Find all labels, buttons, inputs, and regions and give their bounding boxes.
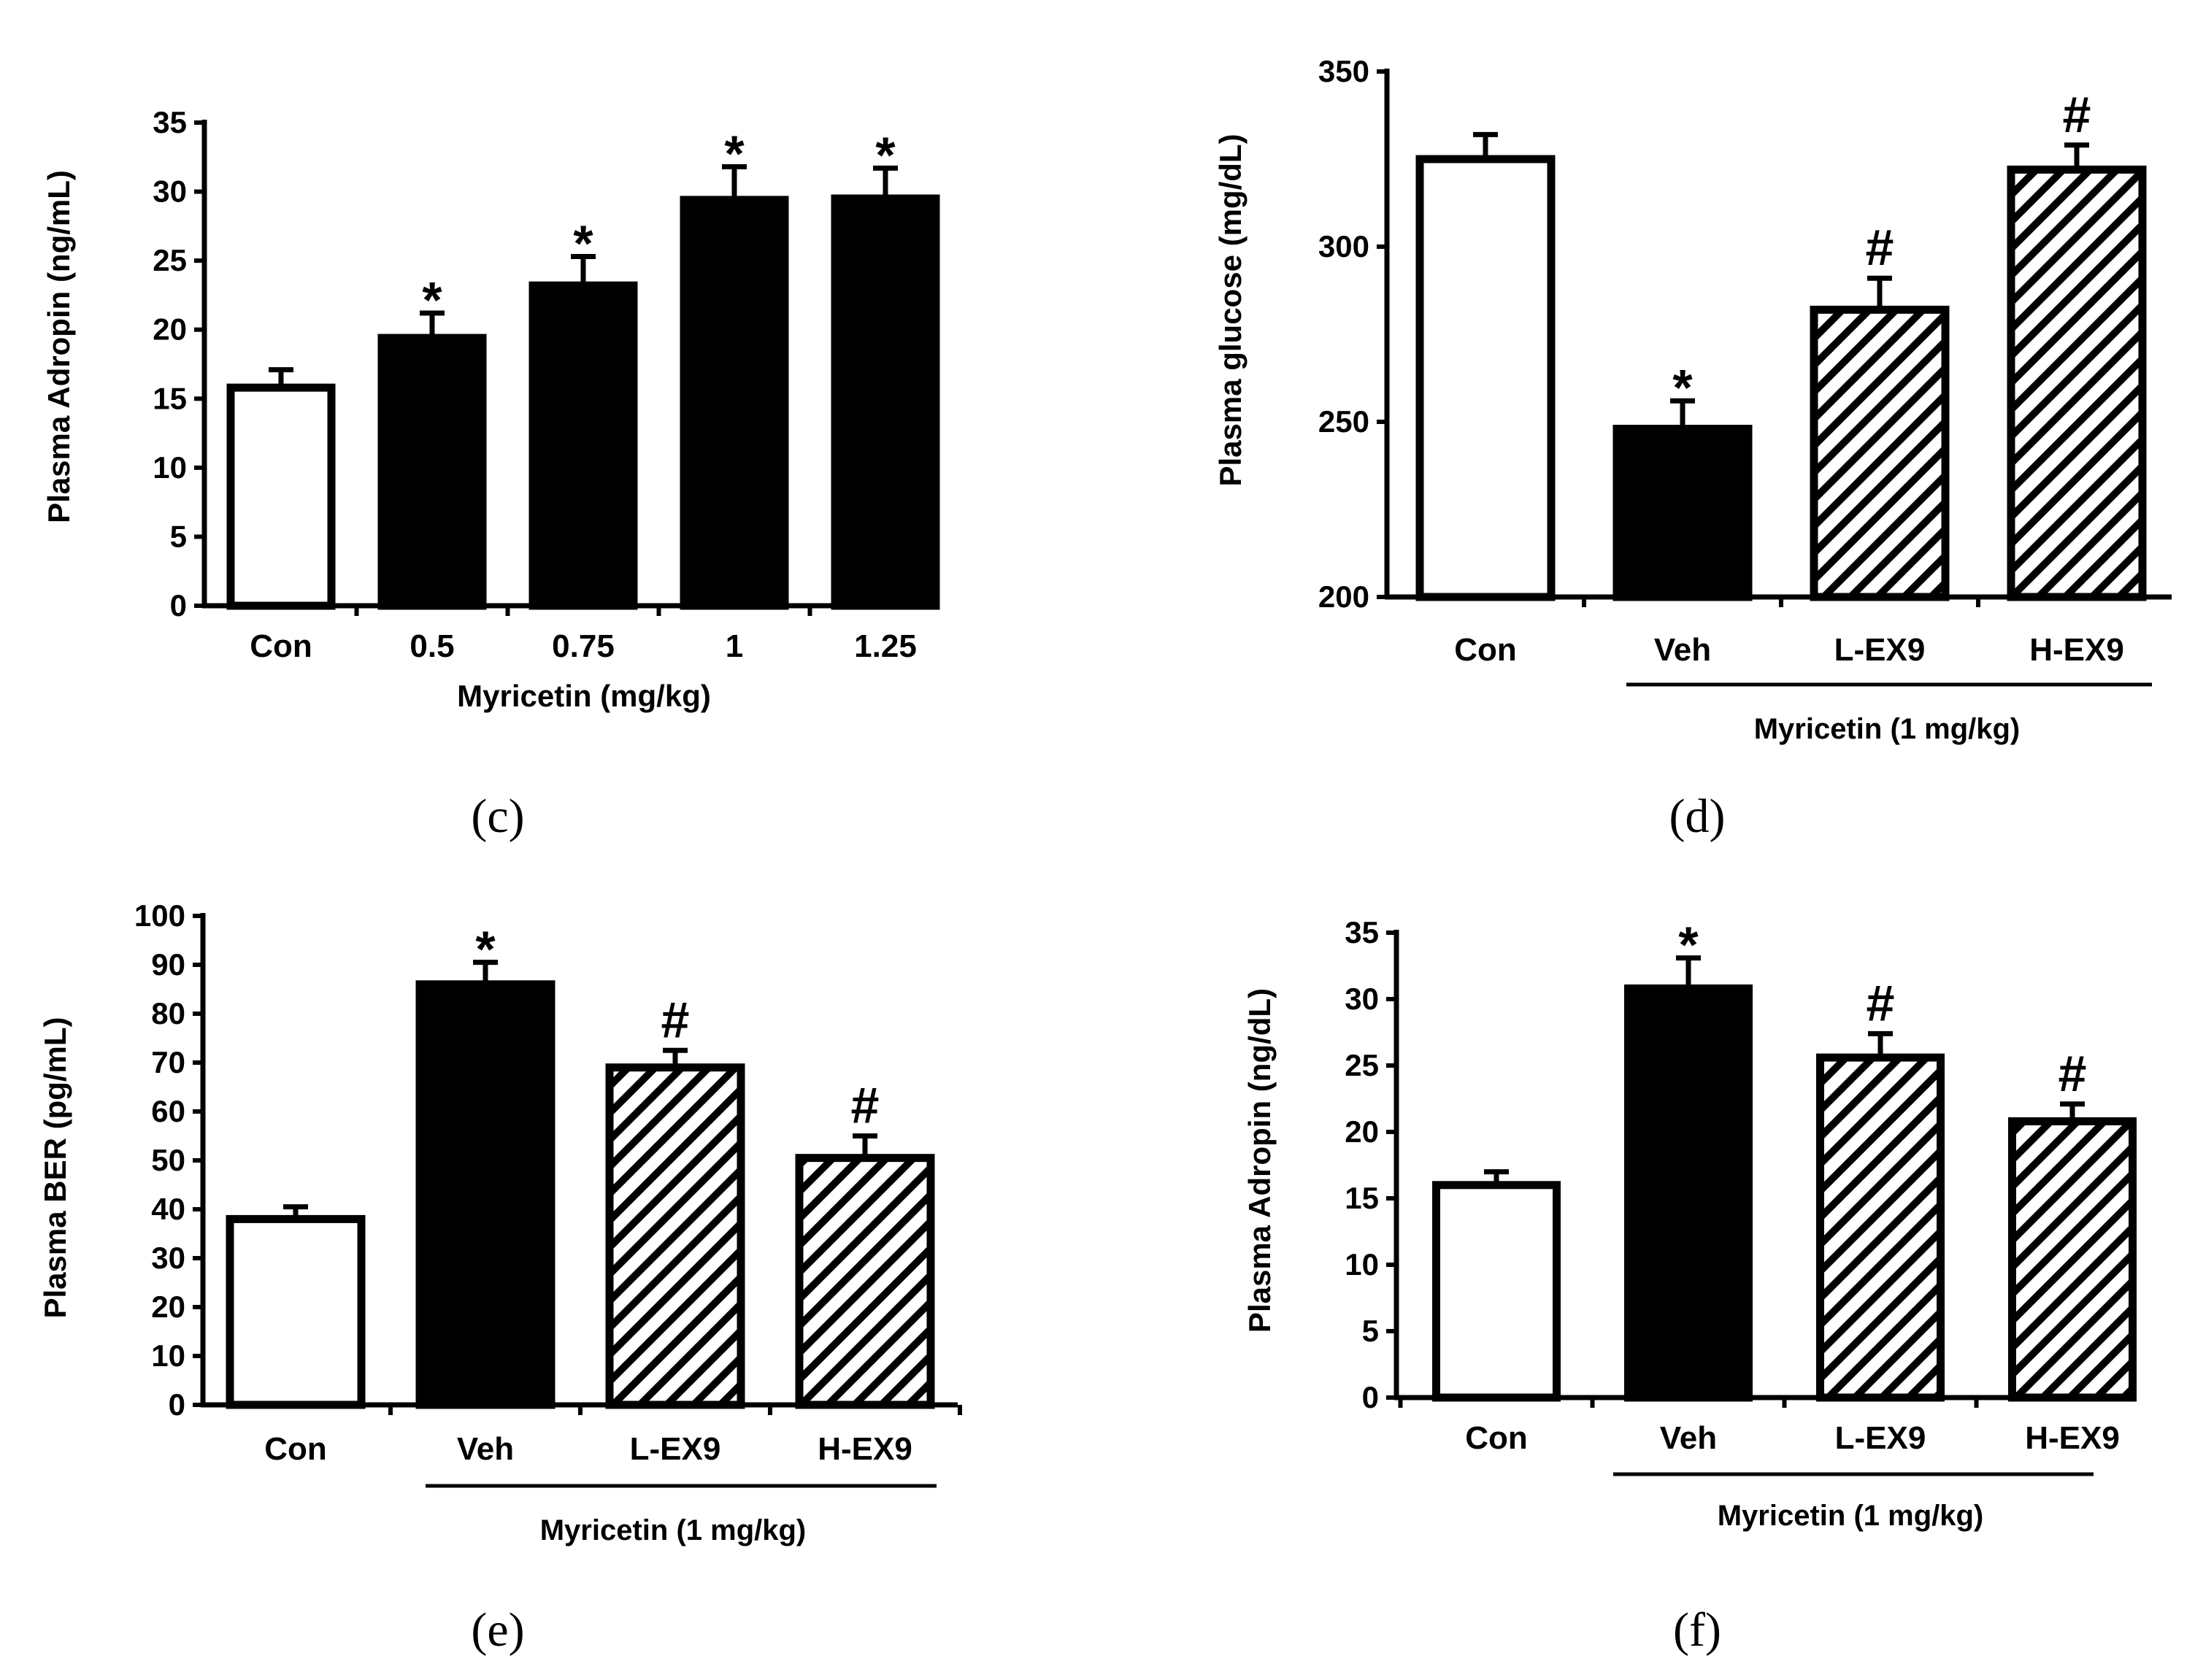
- panel-d-category-label: H-EX9: [2029, 632, 2124, 668]
- panel-f-category-label: H-EX9: [2025, 1420, 2120, 1456]
- panel-d-y-tick-label: 300: [1318, 229, 1369, 263]
- panel-e-category-label: L-EX9: [630, 1431, 721, 1467]
- panel-c-category-label: 0.75: [552, 628, 615, 664]
- panel-e-group-label: Myricetin (1 mg/kg): [540, 1514, 807, 1546]
- panel-d-y-tick-label: 250: [1318, 404, 1369, 439]
- panel-e-category-label: Veh: [457, 1431, 514, 1467]
- panel-c-bar-1: [680, 196, 789, 610]
- panel-f-category-label: Veh: [1660, 1420, 1717, 1456]
- panel-e-bar-l-ex9: [605, 1063, 745, 1409]
- panel-c-y-axis-title: Plasma Adropin (ng/mL): [42, 170, 76, 523]
- panel-f-y-tick-label: 20: [1345, 1114, 1379, 1149]
- panel-c-y-tick-label: 20: [153, 312, 187, 347]
- panel-d: 200 250 300 350 Con Veh * L-EX9 # H-EX9 # Plasma g…: [1213, 54, 2172, 843]
- panel-c-category-label: Con: [250, 628, 312, 664]
- panel-e: 0 10 20 30 40 50 60 70 80 90 100 Con Veh * L-EX9 # H-EX9…: [38, 898, 962, 1657]
- panel-e-y-tick-label: 20: [151, 1290, 185, 1324]
- panel-d-y-tick-label: 200: [1318, 579, 1369, 614]
- panel-c-label: (c): [471, 790, 524, 843]
- panel-e-significance-mark: #: [851, 1077, 880, 1134]
- panel-e-significance-mark: *: [475, 921, 496, 978]
- panel-d-bar-veh: [1612, 425, 1753, 601]
- panel-f-y-tick-label: 30: [1345, 982, 1379, 1016]
- panel-e-significance-mark: #: [661, 991, 690, 1048]
- panel-f-significance-mark: #: [2058, 1045, 2087, 1102]
- panel-f-plot: 0 5 10 15 20 25 30 35 Con Veh * L-EX9 # H-EX9 #: [1345, 915, 2137, 1456]
- panel-e-plot: 0 10 20 30 40 50 60 70 80 90 100 Con Veh * L-EX9 # H-EX9…: [134, 898, 962, 1467]
- panel-d-group-label: Myricetin (1 mg/kg): [1754, 713, 2021, 745]
- panel-f-bar-h-ex9: [2008, 1117, 2137, 1402]
- panel-f-y-axis-title: Plasma Adropin (ng/dL): [1242, 988, 1277, 1333]
- panel-e-category-label: H-EX9: [818, 1431, 912, 1467]
- panel-c: 0 5 10 15 20 25 30 35 Con 0.5 * 0.75 * 1 * 1.25 * Plasma…: [42, 105, 940, 843]
- panel-f-group-label: Myricetin (1 mg/kg): [1718, 1500, 1984, 1532]
- panel-c-significance-mark: *: [724, 126, 745, 182]
- panel-f-category-label: L-EX9: [1835, 1420, 1926, 1456]
- panel-d-bar-con: [1415, 155, 1556, 601]
- panel-f-significance-mark: *: [1678, 917, 1699, 974]
- panel-c-category-label: 1: [726, 628, 743, 664]
- panel-f-label: (f): [1673, 1603, 1721, 1657]
- panel-e-y-axis-title: Plasma BER (pg/mL): [38, 1017, 72, 1318]
- panel-f-y-tick-label: 25: [1345, 1048, 1379, 1082]
- panel-d-significance-mark: #: [1866, 219, 1894, 276]
- panel-d-label: (d): [1669, 790, 1726, 843]
- panel-e-y-tick-label: 100: [134, 898, 185, 933]
- panel-c-bar-con: [226, 383, 336, 610]
- panel-c-y-tick-label: 10: [153, 450, 187, 485]
- panel-f-y-tick-label: 10: [1345, 1247, 1379, 1282]
- panel-c-y-tick-label: 35: [153, 105, 187, 139]
- panel-d-category-label: Veh: [1654, 632, 1711, 668]
- panel-c-bar-0-5: [377, 334, 487, 610]
- panel-c-y-tick-label: 15: [153, 381, 187, 415]
- panel-f-significance-mark: #: [1867, 974, 1895, 1031]
- panel-c-x-axis-title: Myricetin (mg/kg): [457, 679, 711, 713]
- panel-e-y-tick-label: 50: [151, 1143, 185, 1177]
- panel-e-bar-con: [226, 1214, 366, 1409]
- panel-c-bar-0-75: [528, 281, 638, 610]
- panel-e-bar-veh: [415, 980, 556, 1409]
- panel-d-significance-mark: *: [1672, 359, 1693, 416]
- panel-d-y-axis-title: Plasma glucose (mg/dL): [1213, 134, 1248, 486]
- panel-f-y-tick-label: 0: [1362, 1380, 1379, 1414]
- panel-f: 0 5 10 15 20 25 30 35 Con Veh * L-EX9 # H-EX9 # Plasma…: [1242, 915, 2137, 1657]
- panel-c-bar-1-25: [831, 194, 940, 610]
- panel-c-significance-mark: *: [875, 126, 896, 183]
- panel-e-bar-h-ex9: [795, 1154, 935, 1409]
- panel-d-bar-l-ex9: [1810, 305, 1950, 601]
- panel-c-y-tick-label: 5: [170, 519, 187, 553]
- panel-c-y-tick-label: 25: [153, 243, 187, 277]
- panel-f-y-tick-label: 35: [1345, 915, 1379, 949]
- panel-e-y-tick-label: 80: [151, 996, 185, 1030]
- panel-f-bar-con: [1432, 1181, 1561, 1402]
- panel-e-y-tick-label: 10: [151, 1338, 185, 1373]
- panel-f-y-tick-label: 5: [1362, 1314, 1379, 1348]
- panel-d-category-label: Con: [1454, 632, 1517, 668]
- panel-d-y-tick-label: 350: [1318, 54, 1369, 88]
- panel-c-significance-mark: *: [422, 271, 442, 328]
- panel-d-bar-h-ex9: [2007, 165, 2147, 601]
- panel-d-significance-mark: #: [2063, 86, 2091, 143]
- panel-d-category-label: L-EX9: [1834, 632, 1926, 668]
- panel-e-y-tick-label: 90: [151, 947, 185, 982]
- panel-f-y-tick-label: 15: [1345, 1181, 1379, 1215]
- panel-c-y-tick-label: 30: [153, 174, 187, 209]
- panel-e-label: (e): [471, 1603, 524, 1657]
- panel-f-bar-l-ex9: [1816, 1053, 1945, 1402]
- panel-f-bar-veh: [1624, 984, 1753, 1402]
- panel-e-y-tick-label: 70: [151, 1045, 185, 1079]
- panel-f-category-label: Con: [1465, 1420, 1528, 1456]
- panel-c-significance-mark: *: [573, 215, 593, 271]
- panel-e-y-tick-label: 30: [151, 1241, 185, 1275]
- panel-e-category-label: Con: [264, 1431, 327, 1467]
- panel-c-category-label: 1.25: [854, 628, 917, 664]
- panel-d-plot: 200 250 300 350 Con Veh * L-EX9 # H-EX9 #: [1318, 54, 2172, 668]
- panel-e-y-tick-label: 0: [169, 1387, 185, 1422]
- panel-c-y-tick-label: 0: [170, 588, 187, 623]
- panel-e-y-tick-label: 40: [151, 1192, 185, 1226]
- panel-c-plot: 0 5 10 15 20 25 30 35 Con 0.5 * 0.75 * 1 * 1.25 *: [153, 105, 940, 664]
- panel-c-category-label: 0.5: [410, 628, 454, 664]
- panel-e-y-tick-label: 60: [151, 1094, 185, 1128]
